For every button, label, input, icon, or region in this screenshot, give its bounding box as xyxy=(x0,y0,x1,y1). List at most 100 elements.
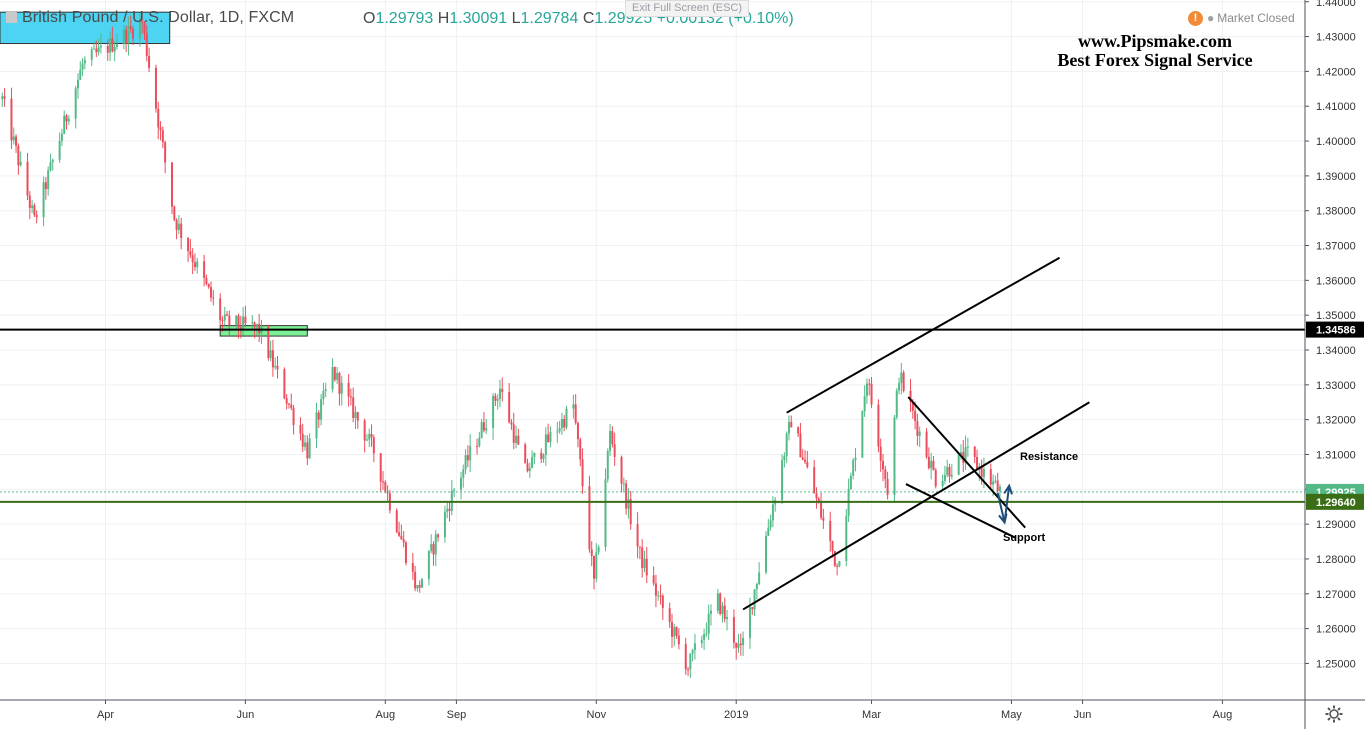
candle-up[interactable] xyxy=(109,38,112,53)
candle-down[interactable] xyxy=(111,38,114,52)
candle-up[interactable] xyxy=(51,159,54,163)
candle-up[interactable] xyxy=(565,408,568,428)
candle-down[interactable] xyxy=(613,444,616,457)
candle-up[interactable] xyxy=(544,434,547,455)
candle-down[interactable] xyxy=(448,508,451,511)
candle-down[interactable] xyxy=(877,404,880,447)
candle-down[interactable] xyxy=(494,395,497,401)
candle-down[interactable] xyxy=(363,420,366,441)
candle-up[interactable] xyxy=(657,595,660,597)
arrow-up[interactable] xyxy=(1003,485,1011,523)
candle-up[interactable] xyxy=(709,610,712,614)
candle-up[interactable] xyxy=(177,223,180,230)
candle-up[interactable] xyxy=(627,499,630,509)
candle-down[interactable] xyxy=(148,55,151,68)
candle-up[interactable] xyxy=(838,561,841,567)
candle-down[interactable] xyxy=(386,492,389,494)
candle-down[interactable] xyxy=(267,326,270,359)
candle-up[interactable] xyxy=(115,43,118,47)
candle-up[interactable] xyxy=(446,508,449,512)
candle-down[interactable] xyxy=(125,29,128,44)
candle-up[interactable] xyxy=(765,535,768,573)
candle-up[interactable] xyxy=(19,161,22,166)
candle-up[interactable] xyxy=(998,486,1001,492)
symbol-square-icon[interactable] xyxy=(6,12,17,23)
candle-up[interactable] xyxy=(542,454,545,459)
candle-down[interactable] xyxy=(540,452,543,459)
candle-down[interactable] xyxy=(574,404,577,423)
candle-up[interactable] xyxy=(354,412,357,418)
candle-down[interactable] xyxy=(670,621,673,637)
candle-down[interactable] xyxy=(687,669,690,671)
candle-up[interactable] xyxy=(127,26,130,44)
candle-up[interactable] xyxy=(459,477,462,490)
channel-upper[interactable] xyxy=(786,256,1061,414)
candle-down[interactable] xyxy=(271,350,274,368)
candle-down[interactable] xyxy=(414,571,417,589)
candle-down[interactable] xyxy=(285,398,288,404)
candle-down[interactable] xyxy=(221,320,224,322)
candle-down[interactable] xyxy=(338,373,341,394)
candle-down[interactable] xyxy=(193,262,196,268)
candle-up[interactable] xyxy=(533,452,536,457)
candle-down[interactable] xyxy=(735,642,738,648)
candle-up[interactable] xyxy=(767,527,770,536)
candle-up[interactable] xyxy=(531,456,534,469)
candle-up[interactable] xyxy=(572,404,575,409)
candle-down[interactable] xyxy=(299,424,302,434)
candle-down[interactable] xyxy=(659,595,662,597)
candle-down[interactable] xyxy=(636,524,639,547)
candle-up[interactable] xyxy=(416,585,419,589)
candle-down[interactable] xyxy=(804,459,807,462)
candle-up[interactable] xyxy=(946,467,949,475)
candle-up[interactable] xyxy=(849,475,852,490)
candle-up[interactable] xyxy=(99,45,102,48)
candle-up[interactable] xyxy=(93,48,96,50)
candle-up[interactable] xyxy=(895,390,898,418)
candle-up[interactable] xyxy=(854,457,857,461)
candle-down[interactable] xyxy=(611,431,614,445)
candle-down[interactable] xyxy=(831,541,834,551)
candle-down[interactable] xyxy=(909,390,912,402)
candle-up[interactable] xyxy=(950,474,953,477)
candle-up[interactable] xyxy=(693,643,696,651)
candle-up[interactable] xyxy=(427,551,430,580)
candle-down[interactable] xyxy=(911,401,914,411)
candle-up[interactable] xyxy=(492,395,495,429)
symbol-title[interactable]: British Pound / U.S. Dollar, 1D, FXCM xyxy=(22,9,295,26)
candle-down[interactable] xyxy=(916,421,919,436)
candle-up[interactable] xyxy=(430,544,433,552)
candle-down[interactable] xyxy=(207,283,210,288)
candle-down[interactable] xyxy=(143,22,146,34)
price-tag[interactable] xyxy=(1306,321,1364,338)
candle-down[interactable] xyxy=(476,445,479,447)
candle-up[interactable] xyxy=(622,483,625,485)
candle-up[interactable] xyxy=(365,439,368,441)
candle-down[interactable] xyxy=(180,223,183,238)
candle-up[interactable] xyxy=(753,589,756,610)
candle-up[interactable] xyxy=(1,96,4,100)
candle-down[interactable] xyxy=(501,388,504,393)
candle-down[interactable] xyxy=(395,510,398,533)
candle-up[interactable] xyxy=(113,46,116,52)
candle-up[interactable] xyxy=(845,516,848,562)
candle-down[interactable] xyxy=(927,456,930,469)
candle-down[interactable] xyxy=(28,195,31,208)
candle-down[interactable] xyxy=(141,21,144,23)
candle-up[interactable] xyxy=(707,613,710,634)
candle-down[interactable] xyxy=(10,98,13,141)
candle-down[interactable] xyxy=(164,142,167,163)
candle-up[interactable] xyxy=(748,607,751,638)
candle-up[interactable] xyxy=(783,455,786,461)
candle-down[interactable] xyxy=(638,546,641,548)
candle-down[interactable] xyxy=(466,455,469,461)
candle-down[interactable] xyxy=(35,215,38,218)
candle-up[interactable] xyxy=(67,118,70,122)
candle-down[interactable] xyxy=(333,367,336,380)
candle-up[interactable] xyxy=(242,316,245,330)
candle-up[interactable] xyxy=(469,445,472,461)
candle-down[interactable] xyxy=(806,461,809,468)
candle-down[interactable] xyxy=(723,605,726,619)
candle-up[interactable] xyxy=(959,452,962,455)
